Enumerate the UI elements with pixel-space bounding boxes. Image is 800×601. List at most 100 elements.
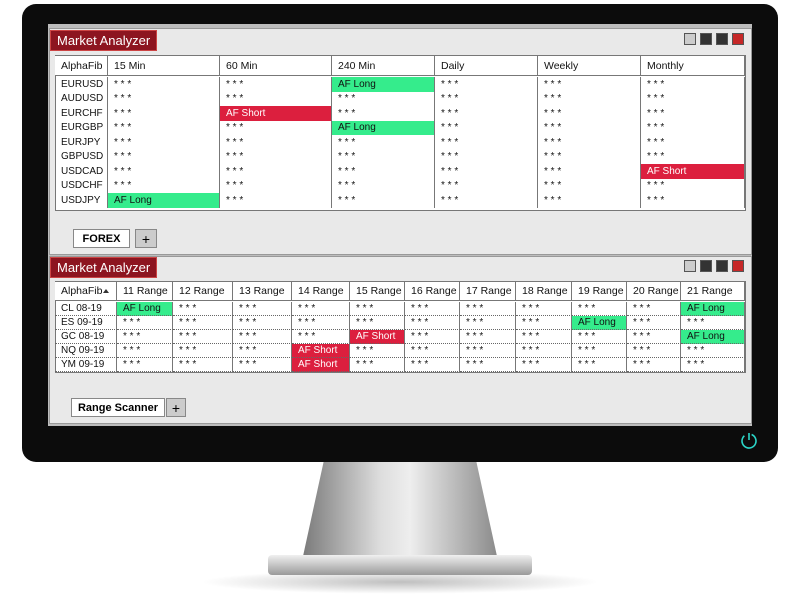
table-cell: * * * — [173, 330, 233, 344]
table-cell: * * * — [627, 344, 681, 358]
table-cell: * * * — [220, 164, 332, 179]
table-cell: * * * — [460, 316, 516, 330]
table-cell: * * * — [538, 120, 641, 135]
column-header[interactable]: 19 Range — [572, 282, 627, 301]
row-label: EURJPY — [55, 135, 108, 150]
table-cell: * * * — [572, 344, 627, 358]
row-label: NQ 09-19 — [55, 344, 117, 358]
row-label: EURUSD — [55, 77, 108, 92]
table-cell: * * * — [435, 106, 538, 121]
row-label: USDCAD — [55, 164, 108, 179]
column-header[interactable]: 16 Range — [405, 282, 460, 301]
column-header[interactable]: 20 Range — [627, 282, 681, 301]
column-header[interactable]: 60 Min — [220, 56, 332, 76]
table-cell: * * * — [538, 164, 641, 179]
table-cell: * * * — [435, 120, 538, 135]
table-cell: * * * — [233, 302, 292, 316]
column-header[interactable]: AlphaFib — [55, 282, 117, 301]
window-title: Market Analyzer — [50, 30, 158, 51]
window-minimize-button[interactable] — [684, 33, 696, 45]
tab[interactable]: Range Scanner — [71, 398, 165, 417]
table-cell: * * * — [435, 164, 538, 179]
column-header[interactable]: 21 Range — [681, 282, 745, 301]
window-close-button[interactable] — [732, 260, 744, 272]
row-label: EURGBP — [55, 120, 108, 135]
table-cell: * * * — [516, 344, 572, 358]
column-header[interactable]: 11 Range — [117, 282, 173, 301]
table-cell: * * * — [332, 106, 435, 121]
row-label: ES 09-19 — [55, 316, 117, 330]
table-cell: * * * — [435, 77, 538, 92]
window-minimize-button[interactable] — [700, 33, 712, 45]
column-header[interactable]: 13 Range — [233, 282, 292, 301]
table-cell: * * * — [350, 316, 405, 330]
table-cell: * * * — [435, 135, 538, 150]
table-cell: * * * — [641, 193, 745, 208]
table-cell: * * * — [220, 193, 332, 208]
table-cell: * * * — [405, 316, 460, 330]
tab[interactable]: FOREX — [73, 229, 130, 248]
table-cell: * * * — [641, 120, 745, 135]
table-cell: * * * — [220, 77, 332, 92]
column-header[interactable]: Daily — [435, 56, 538, 76]
column-header[interactable]: 15 Min — [108, 56, 220, 76]
table-cell: * * * — [108, 91, 220, 106]
table-cell: * * * — [350, 302, 405, 316]
table-cell: * * * — [572, 302, 627, 316]
table-cell: * * * — [220, 91, 332, 106]
row-label: USDJPY — [55, 193, 108, 208]
column-header[interactable]: 15 Range — [350, 282, 405, 301]
window-maximize-button[interactable] — [716, 260, 728, 272]
table-cell: * * * — [641, 149, 745, 164]
add-tab-button[interactable]: + — [166, 398, 186, 417]
signal-cell: AF Long — [572, 316, 627, 330]
table-cell: * * * — [627, 330, 681, 344]
table-cell: * * * — [350, 344, 405, 358]
row-label: YM 09-19 — [55, 358, 117, 372]
table-cell: * * * — [350, 358, 405, 372]
window-minimize-button[interactable] — [684, 260, 696, 272]
signal-cell: AF Long — [117, 302, 173, 316]
monitor-stand — [300, 460, 500, 570]
table-cell: * * * — [538, 178, 641, 193]
table-cell: * * * — [641, 178, 745, 193]
table-cell: * * * — [405, 358, 460, 372]
column-header[interactable]: Monthly — [641, 56, 745, 76]
signal-cell: AF Short — [220, 106, 332, 121]
table-cell: * * * — [516, 302, 572, 316]
table-cell: * * * — [460, 344, 516, 358]
table-cell: * * * — [117, 330, 173, 344]
column-header[interactable]: 12 Range — [173, 282, 233, 301]
column-header[interactable]: AlphaFib — [55, 56, 108, 76]
table-cell: * * * — [332, 91, 435, 106]
table-cell: * * * — [435, 193, 538, 208]
table-cell: * * * — [233, 330, 292, 344]
signal-cell: AF Short — [641, 164, 745, 179]
table-cell: * * * — [405, 344, 460, 358]
signal-cell: AF Short — [292, 358, 350, 372]
table-cell: * * * — [681, 316, 745, 330]
window-maximize-button[interactable] — [716, 33, 728, 45]
column-header[interactable]: Weekly — [538, 56, 641, 76]
table-cell: * * * — [641, 77, 745, 92]
power-icon[interactable] — [739, 431, 759, 451]
table-cell: * * * — [108, 77, 220, 92]
monitor-base — [268, 555, 532, 575]
window-close-button[interactable] — [732, 33, 744, 45]
table-cell: * * * — [435, 178, 538, 193]
row-label: GC 08-19 — [55, 330, 117, 344]
table-cell: * * * — [220, 135, 332, 150]
add-tab-button[interactable]: + — [135, 229, 157, 248]
column-header[interactable]: 17 Range — [460, 282, 516, 301]
table-cell: * * * — [516, 330, 572, 344]
column-header[interactable]: 240 Min — [332, 56, 435, 76]
table-cell: * * * — [641, 135, 745, 150]
window-minimize-button[interactable] — [700, 260, 712, 272]
signal-cell: AF Long — [681, 330, 745, 344]
table-cell: * * * — [108, 120, 220, 135]
table-cell: * * * — [108, 149, 220, 164]
column-header[interactable]: 14 Range — [292, 282, 350, 301]
table-cell: * * * — [538, 193, 641, 208]
table-cell: * * * — [572, 330, 627, 344]
column-header[interactable]: 18 Range — [516, 282, 572, 301]
